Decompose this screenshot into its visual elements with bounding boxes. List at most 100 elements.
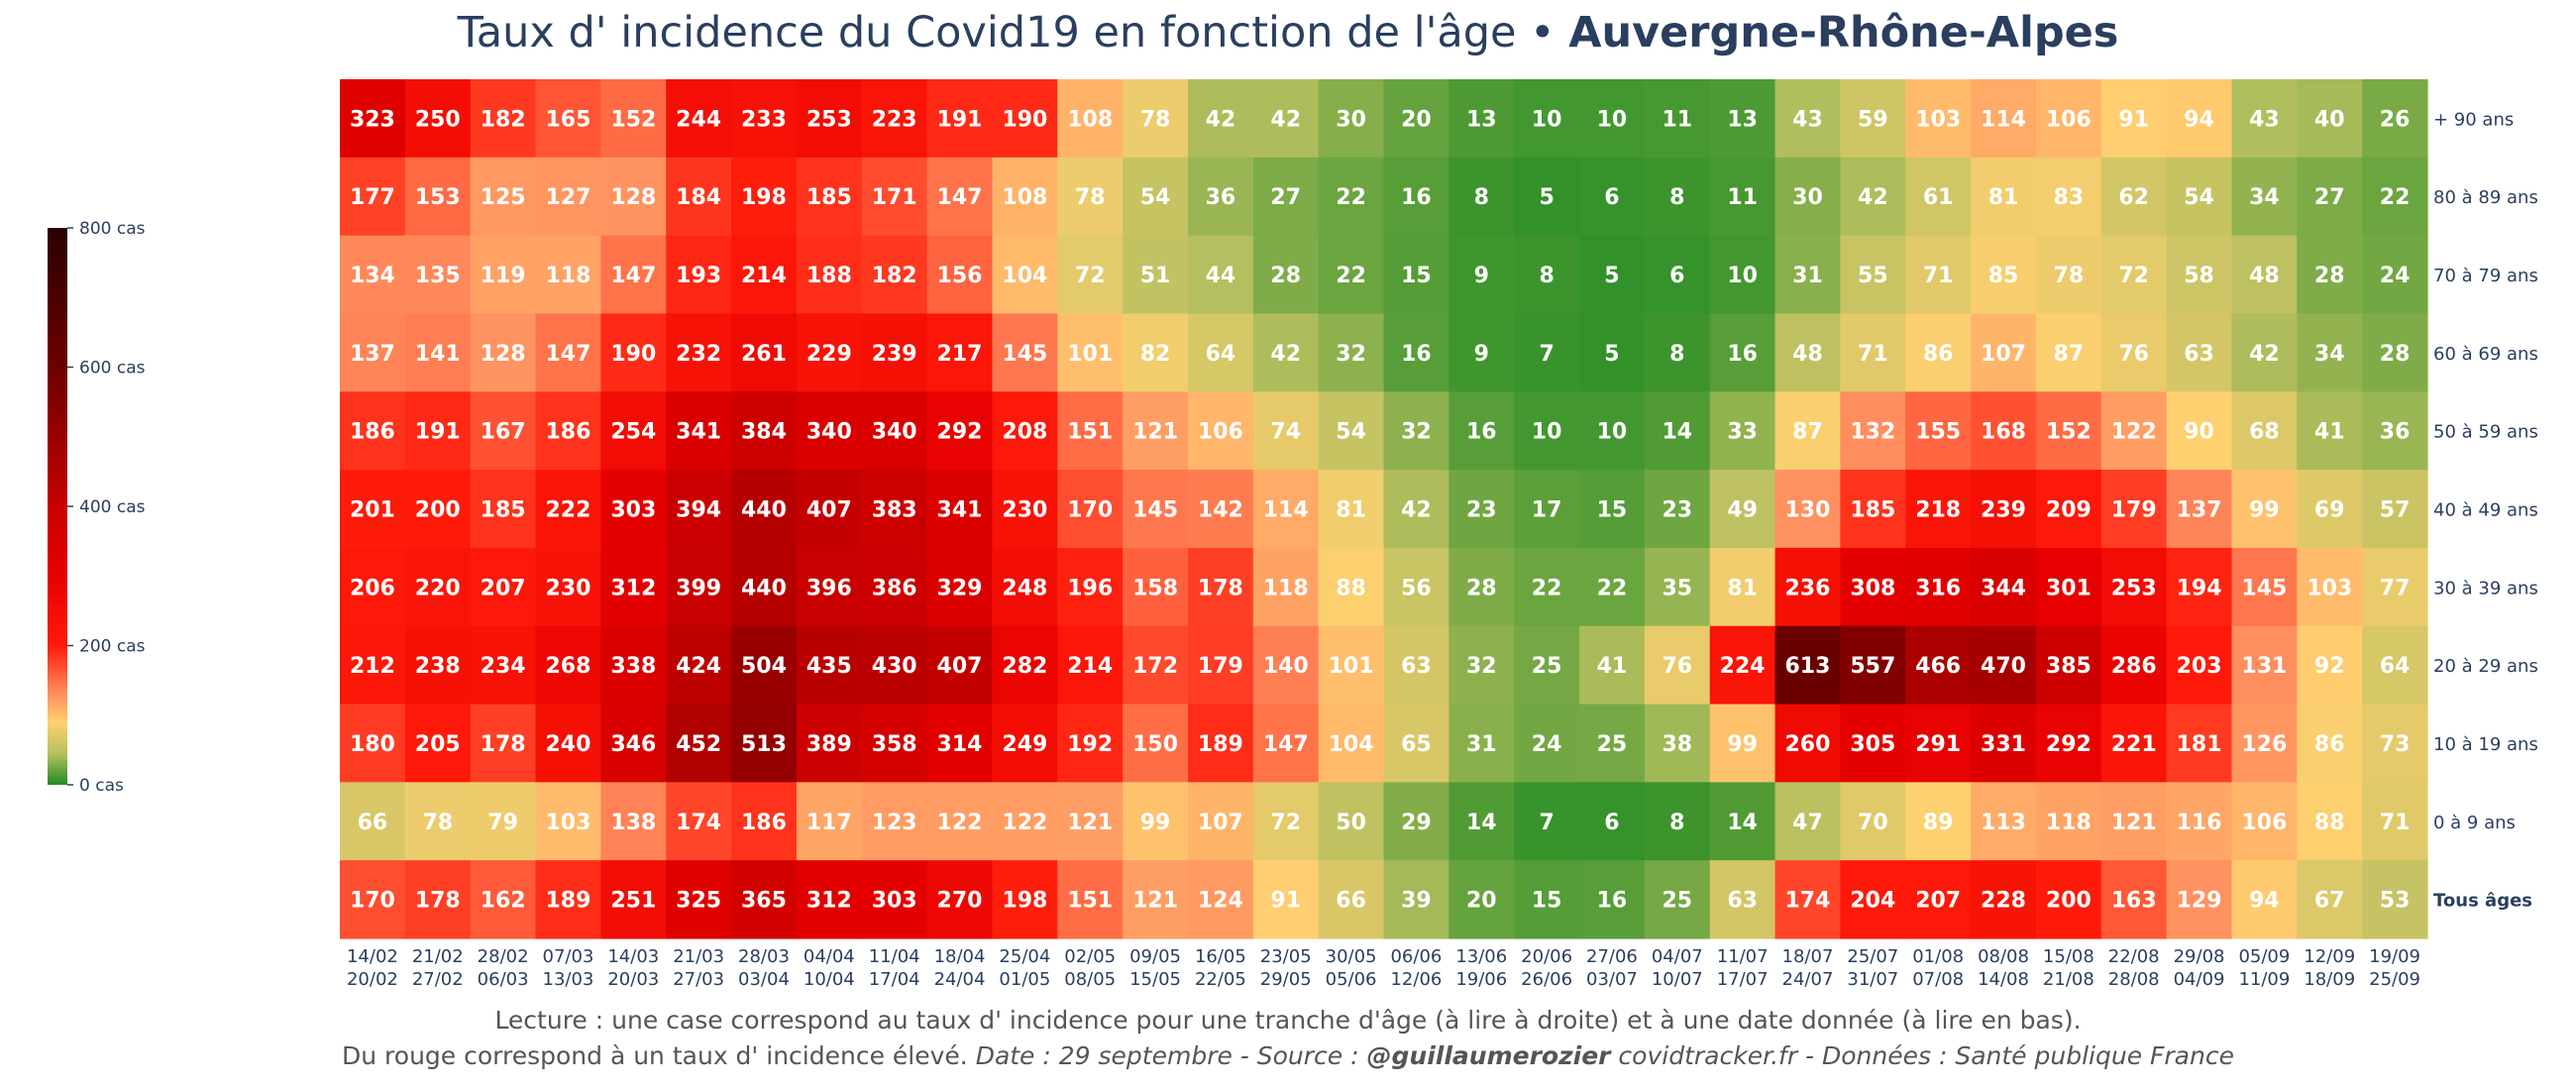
heatmap-cell: [731, 782, 798, 861]
heatmap-cell: [535, 79, 601, 159]
heatmap-cell: [1840, 782, 1906, 861]
heatmap-cell-label: 28: [1466, 576, 1497, 600]
heatmap-cell: [2166, 625, 2233, 706]
heatmap-cell-label: 191: [937, 107, 983, 132]
heatmap-cell: [1774, 704, 1841, 783]
heatmap-cell-label: 121: [1132, 889, 1178, 914]
heatmap-cell: [992, 860, 1058, 939]
heatmap-cell-label: 7: [1539, 811, 1554, 835]
heatmap-cell-label: 126: [2241, 732, 2287, 757]
heatmap-cell-label: 141: [415, 342, 461, 367]
heatmap-cell-label: 17: [1532, 498, 1562, 523]
colorbar-tick-label: 800 cas: [79, 219, 146, 239]
heatmap-cell: [404, 313, 472, 392]
heatmap-cell: [1905, 313, 1972, 392]
heatmap-cell-label: 504: [741, 654, 787, 679]
heatmap-cell: [926, 704, 994, 783]
heatmap-cell-label: 239: [872, 342, 917, 367]
heatmap-cell: [2231, 625, 2298, 706]
heatmap-cell: [861, 391, 928, 471]
heatmap-cell: [992, 79, 1058, 159]
heatmap-cell: [1709, 79, 1776, 159]
heatmap-cell: [2362, 391, 2428, 471]
heatmap-cell: [2035, 157, 2102, 237]
heatmap-cell-label: 303: [610, 498, 656, 523]
heatmap-cell: [1774, 547, 1841, 627]
heatmap-cell-label: 118: [1263, 576, 1309, 600]
heatmap-cell: [926, 625, 994, 706]
heatmap-cell: [2362, 79, 2428, 159]
footer-date-source: Date : 29 septembre - Source :: [975, 1041, 1367, 1070]
heatmap-cell-label: 61: [1923, 185, 1954, 210]
x-axis-label: 01/05: [999, 969, 1050, 990]
heatmap-cell-label: 5: [1539, 185, 1554, 210]
x-axis-label: 11/09: [2238, 969, 2290, 990]
heatmap-cell-label: 51: [1140, 264, 1171, 288]
heatmap-cell: [1514, 391, 1580, 471]
heatmap-cell: [470, 470, 537, 549]
heatmap-cell-label: 196: [1067, 576, 1113, 600]
heatmap-cell-label: 147: [610, 264, 656, 288]
heatmap-cell: [340, 470, 406, 549]
heatmap-cell-label: 108: [1067, 107, 1113, 132]
heatmap-cell-label: 172: [1132, 654, 1178, 679]
heatmap-cell: [1709, 625, 1776, 706]
heatmap-cell: [470, 313, 537, 392]
heatmap-cell: [1579, 235, 1646, 315]
heatmap-cell: [1123, 391, 1189, 471]
heatmap-cell: [1774, 235, 1841, 315]
x-axis-label: 03/04: [738, 969, 790, 990]
y-axis-label: 30 à 39 ans: [2433, 578, 2538, 599]
heatmap-cell: [796, 860, 863, 939]
heatmap-cell-label: 22: [1336, 185, 1366, 210]
heatmap-cell-label: 394: [676, 498, 721, 523]
x-axis-label: 07/08: [1912, 969, 1964, 990]
heatmap-cell-label: 145: [2241, 576, 2287, 600]
heatmap-cell-label: 15: [1597, 498, 1628, 523]
x-axis-label: 17/04: [869, 969, 920, 990]
heatmap-cell-label: 152: [2046, 420, 2092, 445]
heatmap-cell: [404, 235, 472, 315]
heatmap-cell-label: 78: [1075, 185, 1106, 210]
heatmap-cell: [1057, 704, 1124, 783]
heatmap-cell: [404, 470, 472, 549]
heatmap-cell: [1514, 782, 1580, 861]
x-axis-label: 22/05: [1195, 969, 1246, 990]
heatmap-cell: [2166, 782, 2233, 861]
heatmap-cell: [1840, 860, 1906, 939]
heatmap-cell-label: 389: [806, 732, 852, 757]
heatmap-cell-label: 301: [2046, 576, 2092, 600]
heatmap-cell: [2362, 470, 2428, 549]
heatmap-cell-label: 63: [2184, 342, 2214, 367]
heatmap-cell-label: 42: [1270, 342, 1301, 367]
heatmap-cell-label: 344: [1981, 576, 2026, 600]
heatmap-cell-label: 207: [481, 576, 526, 600]
heatmap-cell-label: 331: [1981, 732, 2026, 757]
heatmap-cell: [861, 470, 928, 549]
heatmap-cell: [861, 313, 928, 392]
heatmap-cell: [2035, 704, 2102, 783]
heatmap-cell: [1774, 860, 1841, 939]
heatmap-cell-label: 103: [2307, 576, 2352, 600]
heatmap-cell-label: 43: [1792, 107, 1823, 132]
heatmap-cell-label: 20: [1466, 889, 1497, 914]
heatmap-cell-label: 88: [1336, 576, 1366, 600]
heatmap-cell: [2035, 625, 2102, 706]
heatmap-cell-label: 181: [2177, 732, 2222, 757]
heatmap-cell-label: 234: [481, 654, 526, 679]
heatmap-cell-label: 72: [1270, 811, 1301, 835]
heatmap-cell: [1123, 470, 1189, 549]
heatmap-cell-label: 27: [2314, 185, 2345, 210]
x-axis-label: 23/05: [1260, 946, 1312, 967]
x-axis-label: 04/07: [1652, 946, 1703, 967]
footer-author: @guillaumerozier: [1366, 1041, 1611, 1070]
heatmap-cell-label: 40: [2314, 107, 2345, 132]
heatmap-cell-label: 185: [481, 498, 526, 523]
heatmap-cell-label: 59: [1858, 107, 1888, 132]
heatmap-cell-label: 50: [1336, 811, 1366, 835]
heatmap-cell: [1644, 79, 1711, 159]
heatmap-cell: [1840, 704, 1906, 783]
heatmap-cell: [926, 547, 994, 627]
heatmap-cell-labels: 323 250 182 165 152 244 233 253 223 191 190 108 78 42…: [350, 107, 2410, 913]
heatmap-cell: [731, 625, 798, 706]
